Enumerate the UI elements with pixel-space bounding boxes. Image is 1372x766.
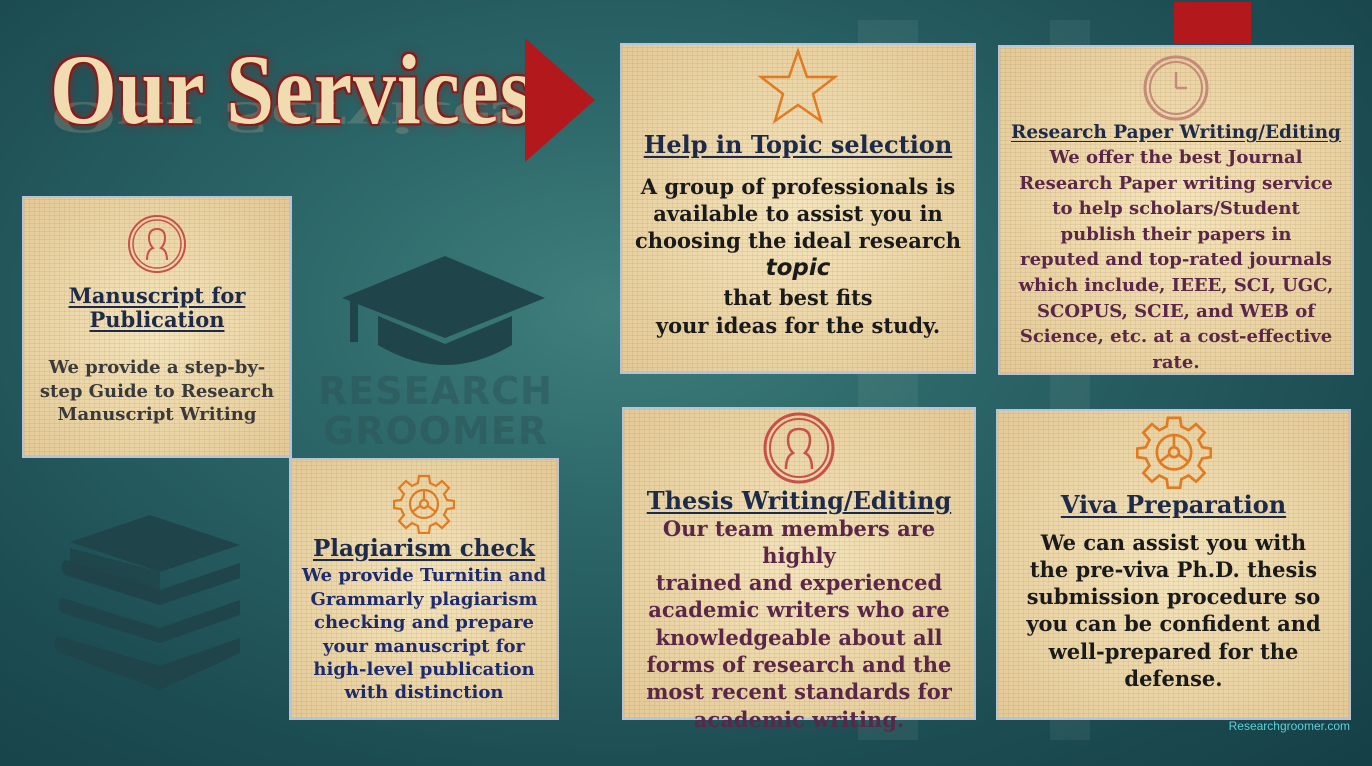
card-viva: Viva Preparation We can assist you with … <box>996 409 1351 720</box>
card-topic: Help in Topic selection A group of profe… <box>620 43 976 374</box>
red-accent-tab <box>1174 2 1251 44</box>
card-plagiarism: Plagiarism check We provide Turnitin and… <box>289 458 559 720</box>
card-viva-body: We can assist you with the pre-viva Ph.D… <box>1026 529 1321 692</box>
books-icon <box>54 515 240 690</box>
card-research-paper: Research Paper Writing/Editing We offer … <box>998 45 1354 375</box>
arrow-right-icon <box>525 38 595 162</box>
card-thesis-body: Our team members are highly trained and … <box>646 515 952 732</box>
footer-website-link[interactable]: Researchgroomer.com <box>1228 719 1350 733</box>
card-thesis: Thesis Writing/Editing Our team members … <box>622 407 976 732</box>
card-plagiarism-title: Plagiarism check <box>312 535 536 562</box>
gear-icon <box>1135 416 1212 489</box>
clock-icon <box>1143 55 1209 121</box>
gear-icon <box>393 474 455 534</box>
card-viva-title: Viva Preparation <box>1060 490 1287 519</box>
user-circle-icon <box>763 412 835 484</box>
user-circle-icon <box>128 215 186 273</box>
card-manuscript-body: We provide a step-by- step Guide to Rese… <box>39 357 275 426</box>
card-topic-body: A group of professionals is available to… <box>634 173 962 338</box>
card-manuscript-title: Manuscript for Publication <box>68 283 246 333</box>
card-topic-title: Help in Topic selection <box>643 130 953 159</box>
card-plagiarism-body: We provide Turnitin and Grammarly plagia… <box>301 565 547 704</box>
card-thesis-title: Thesis Writing/Editing <box>646 486 952 515</box>
card-manuscript: Manuscript for Publication We provide a … <box>22 196 292 458</box>
card-research-paper-body: We offer the best Journal Research Paper… <box>1018 147 1334 373</box>
card-research-paper-title: Research Paper Writing/Editing <box>1011 122 1341 143</box>
logo-watermark: RESEARCH GROOMER <box>318 369 553 453</box>
star-icon <box>758 47 838 125</box>
page-title: Our Services <box>50 34 535 145</box>
graduation-cap-icon <box>342 256 545 365</box>
